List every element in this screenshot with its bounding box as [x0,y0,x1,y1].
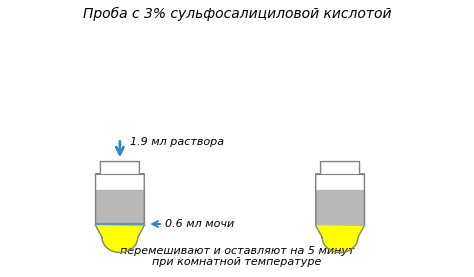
Text: перемешивают и оставляют на 5 минут
при комнатной температуре: перемешивают и оставляют на 5 минут при … [120,246,354,267]
Polygon shape [96,190,144,225]
Polygon shape [316,190,365,225]
Text: 1.9 мл раствора: 1.9 мл раствора [130,137,224,147]
Text: 0.6 мл мочи: 0.6 мл мочи [165,219,235,229]
Text: Проба с 3% сульфосалициловой кислотой: Проба с 3% сульфосалициловой кислотой [83,7,391,21]
Polygon shape [316,224,365,253]
Polygon shape [96,224,144,253]
